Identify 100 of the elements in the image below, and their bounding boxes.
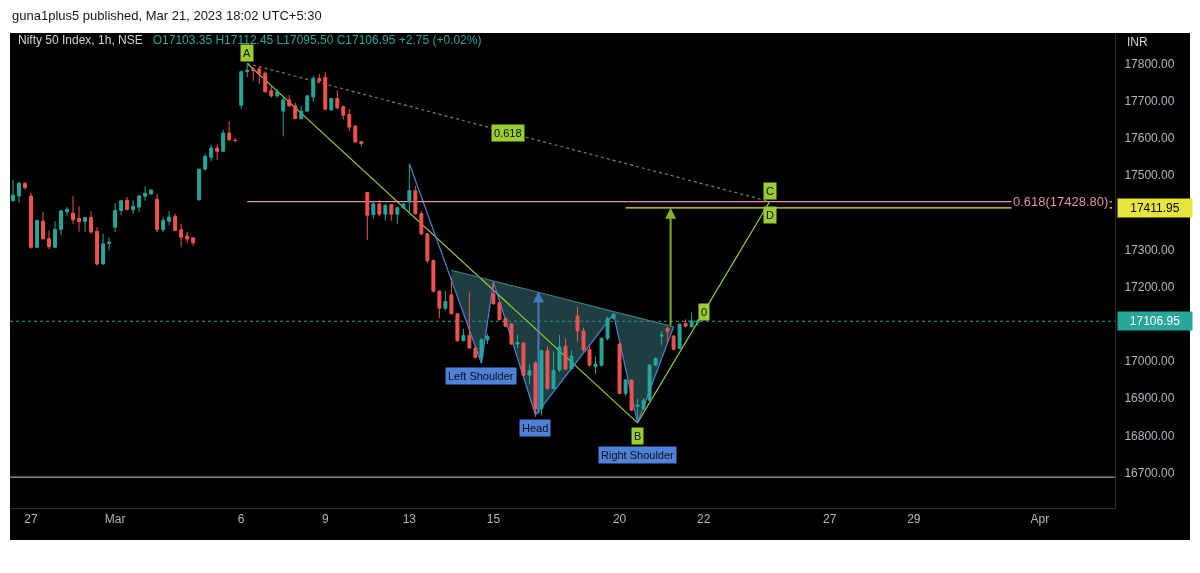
candlestick [539, 349, 544, 416]
candlestick [119, 199, 124, 216]
line-series [450, 269, 675, 328]
candlestick [665, 326, 670, 343]
candlestick [47, 230, 52, 250]
y-tick-label: 17300.00 [1124, 242, 1175, 257]
candlestick [197, 168, 202, 202]
x-tick-label: 9 [321, 512, 329, 527]
x-tick-label: 15 [486, 512, 501, 527]
candlestick [293, 102, 298, 120]
candlestick [227, 120, 232, 142]
candlestick [347, 108, 352, 132]
candlestick [383, 203, 388, 221]
candlestick [629, 378, 634, 412]
candlestick [359, 141, 364, 147]
candlestick [101, 233, 106, 265]
x-tick-label: 13 [402, 512, 417, 527]
x-tick-label: 22 [696, 512, 711, 527]
data-label: B [634, 430, 642, 442]
candlestick [287, 94, 292, 108]
candlestick [365, 191, 370, 241]
candlestick [275, 88, 280, 99]
y-tick-label: 16700.00 [1124, 465, 1175, 480]
candlestick [389, 203, 394, 222]
candlestick [659, 330, 664, 346]
candlestick [221, 129, 226, 153]
x-tick-label: 29 [907, 512, 921, 527]
candlestick [563, 337, 568, 371]
data-label: 17411.95 [1130, 201, 1180, 215]
candlestick [623, 378, 628, 397]
x-tick-label: 6 [237, 512, 245, 527]
x-tick-label: Mar [104, 512, 126, 527]
candlestick [533, 360, 538, 418]
candlestick [245, 63, 250, 78]
candlestick [83, 216, 88, 233]
candlestick [395, 206, 400, 225]
candlestick [149, 189, 154, 195]
candlestick [269, 86, 274, 99]
y-axis-title: INR [1127, 35, 1148, 49]
data-label: Right Shoulder [601, 449, 675, 461]
candlestick [299, 105, 304, 120]
candlestick [257, 66, 262, 85]
candlestick [281, 97, 286, 137]
candlestick [113, 202, 118, 233]
candlestick [65, 206, 70, 217]
y-tick-label: 17800.00 [1124, 56, 1175, 71]
candlestick [527, 363, 532, 385]
candlestick [335, 90, 340, 110]
candlestick [161, 216, 166, 233]
x-tick-label: 20 [612, 512, 627, 527]
candlestick [317, 73, 322, 83]
candlestick [71, 195, 76, 225]
candlestick [233, 137, 238, 143]
candlestick [419, 210, 424, 236]
data-label: Head [522, 422, 549, 434]
candlestick [137, 194, 142, 213]
y-tick-label: 16800.00 [1124, 428, 1175, 443]
candlestick [11, 179, 15, 203]
candlestick [35, 219, 39, 249]
candlestick [407, 163, 412, 215]
candlestick [89, 210, 94, 235]
x-tick-label: 27 [24, 512, 39, 527]
candlestick [59, 209, 64, 236]
candlestick [239, 70, 244, 110]
candlestick [191, 236, 196, 247]
candlestick [23, 182, 27, 191]
annotation: 0 [701, 306, 708, 318]
candlestick [179, 223, 184, 248]
data-label: C [766, 185, 774, 197]
candlestick [263, 71, 268, 94]
candlestick [41, 211, 45, 241]
candlestick [107, 236, 112, 252]
data-label: Left Shoulder [448, 370, 514, 382]
candlestick [95, 226, 100, 267]
y-tick-label: 17700.00 [1124, 93, 1175, 108]
candlestick [545, 346, 550, 390]
candlestick [677, 323, 682, 350]
candlestick [617, 342, 622, 395]
candlestick [209, 144, 214, 162]
chart-title: Nifty 50 Index, 1h, NSE [18, 33, 143, 48]
candlestick [353, 125, 358, 143]
candlestick [125, 196, 130, 211]
candlestick [323, 71, 328, 111]
candlestick [167, 210, 172, 226]
candlestick [341, 105, 346, 120]
y-tick-label: 17200.00 [1124, 279, 1175, 294]
data-label: D [766, 209, 774, 221]
x-tick-label: Apr [1030, 512, 1050, 527]
candlestick [173, 213, 178, 232]
candlestick [251, 66, 256, 82]
candlestick [443, 290, 448, 311]
candlestick [305, 94, 310, 113]
x-tick-label: 27 [823, 512, 837, 527]
annotation: 0.618 [494, 127, 522, 139]
line-series [408, 162, 675, 424]
candlestick [569, 349, 574, 370]
candlestick [329, 97, 334, 111]
candlestick [401, 202, 406, 210]
candlestick [143, 185, 148, 202]
candlestick [683, 318, 688, 329]
